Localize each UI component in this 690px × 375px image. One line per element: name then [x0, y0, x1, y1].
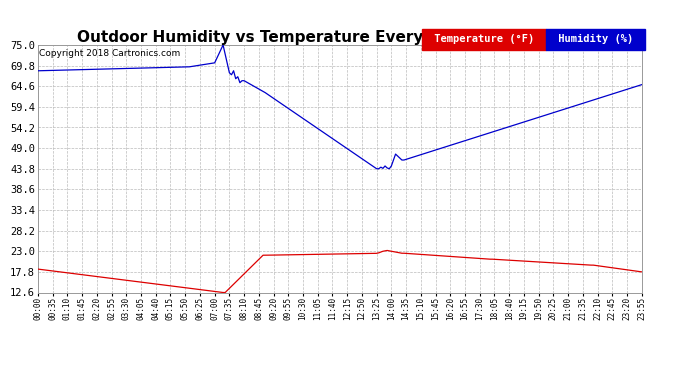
Text: Copyright 2018 Cartronics.com: Copyright 2018 Cartronics.com — [39, 49, 181, 58]
Text: Temperature (°F): Temperature (°F) — [428, 34, 540, 44]
Title: Outdoor Humidity vs Temperature Every 5 Minutes 20181207: Outdoor Humidity vs Temperature Every 5 … — [77, 30, 603, 45]
Text: Humidity (%): Humidity (%) — [552, 34, 640, 44]
